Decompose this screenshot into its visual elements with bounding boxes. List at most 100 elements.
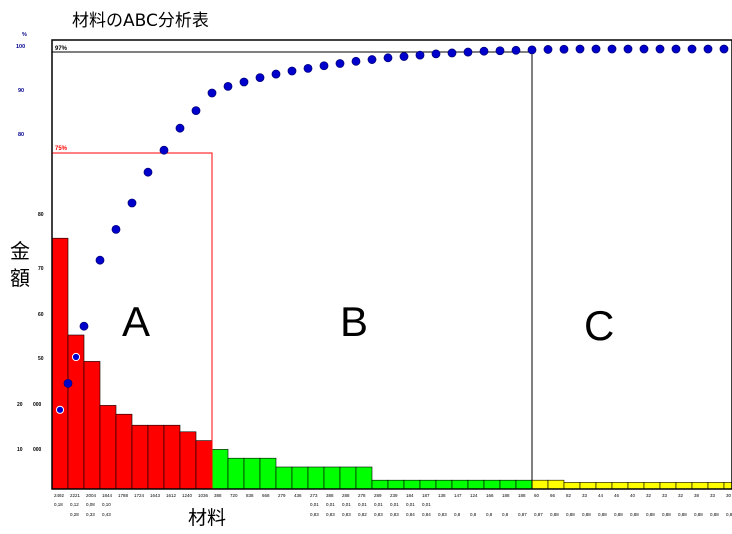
amt-tick-suffix-2: 000 — [33, 447, 42, 453]
bar-10 — [195, 440, 213, 490]
bar-7 — [147, 424, 165, 490]
ratio-label-b-21: 0,83 — [374, 512, 383, 517]
bar-37 — [627, 482, 645, 490]
amount-label-26: 147 — [454, 493, 462, 498]
ratio-label-b-41: 0,88 — [694, 512, 703, 517]
amt-axis-label-60: 60 — [38, 312, 44, 318]
ratio-label-b-17: 0,83 — [310, 512, 319, 517]
amount-label-7: 1643 — [150, 493, 161, 498]
ratio-label-b-35: 0,88 — [598, 512, 607, 517]
ratio-label-b-24: 0,84 — [422, 512, 431, 517]
ratio-label-b-43: 0,88 — [726, 512, 732, 517]
zone-b-box — [51, 51, 533, 490]
amount-label-11: 388 — [214, 493, 222, 498]
bar-9 — [179, 431, 197, 490]
ratio-label-a-1: 0,18 — [54, 502, 63, 507]
bar-15 — [275, 466, 293, 490]
bar-38 — [643, 482, 661, 490]
bar-29 — [499, 479, 517, 490]
bar-3 — [83, 361, 101, 490]
bar-31 — [531, 479, 549, 490]
cumulative-point-37 — [639, 44, 649, 54]
class-label-c: C — [584, 302, 614, 349]
cumulative-point-30 — [527, 45, 537, 55]
cumulative-point-20 — [367, 55, 377, 64]
cumulative-point-11 — [223, 82, 233, 91]
bar-33 — [563, 482, 581, 490]
amt-axis-label-80: 80 — [38, 212, 44, 218]
cumulative-point-4 — [111, 224, 121, 234]
bar-19 — [339, 466, 357, 490]
pct-tick-100: 100 — [16, 44, 25, 50]
amt-tick-suffix-1: 000 — [33, 402, 42, 408]
ratio-label-a-22: 0,01 — [390, 502, 399, 507]
cumulative-point-15 — [287, 66, 297, 76]
cumulative-point-31 — [543, 45, 553, 54]
amt-axis-label-50: 50 — [38, 356, 44, 362]
cumulative-point-32 — [559, 44, 569, 54]
plot-frame — [51, 39, 732, 490]
ratio-label-a-2: 0,12 — [70, 502, 79, 507]
ratio-label-b-19: 0,83 — [342, 512, 351, 517]
ratio-label-b-23: 0,84 — [406, 512, 415, 517]
cumulative-point-41 — [703, 44, 713, 54]
ratio-label-a-18: 0,01 — [326, 502, 335, 507]
amount-label-12: 720 — [230, 493, 238, 498]
amount-label-18: 388 — [326, 493, 334, 498]
cumulative-point-5 — [127, 198, 137, 208]
ratio-label-b-34: 0,88 — [582, 512, 591, 517]
ratio-label-a-24: 0,01 — [422, 502, 431, 507]
cumulative-point-16 — [303, 63, 313, 73]
cumulative-point-40 — [687, 44, 697, 54]
cumulative-point-19 — [351, 56, 361, 66]
bar-22 — [387, 479, 405, 490]
amount-label-13: 838 — [246, 493, 254, 498]
cumulative-point-33 — [575, 44, 585, 54]
cutoff-label-75: 75% — [55, 146, 68, 152]
amount-label-19: 288 — [342, 493, 350, 498]
x-axis-label: 材料 — [188, 507, 226, 529]
bar-series — [51, 237, 732, 490]
bar-23 — [403, 479, 421, 490]
cumulative-point-28 — [495, 46, 505, 56]
bar-32 — [547, 479, 565, 490]
pct-tick-80: 80 — [18, 132, 24, 138]
cumulative-point-6 — [143, 167, 153, 177]
highlight-point-1 — [55, 405, 65, 414]
cumulative-point-9 — [191, 106, 201, 115]
bar-41 — [691, 482, 709, 490]
ratio-label-a-4: 0,10 — [102, 502, 111, 507]
cumulative-point-29 — [511, 45, 521, 55]
ratio-label-b-38: 0,88 — [646, 512, 655, 517]
amount-label-23: 184 — [406, 493, 414, 498]
bar-1 — [51, 237, 69, 490]
bar-24 — [419, 479, 437, 490]
bar-20 — [355, 466, 373, 490]
cumulative-point-8 — [175, 123, 185, 133]
amount-label-32: 66 — [550, 493, 556, 498]
cumulative-point-14 — [271, 69, 281, 79]
ratio-label-row-1: 0,18 0,12 0,08 0,10 0,01 0,01 0,01 0,01 0,01 0,01… — [54, 502, 431, 507]
bar-40 — [675, 482, 693, 490]
ratio-label-b-30: 0,87 — [518, 512, 527, 517]
ratio-label-a-3: 0,08 — [86, 502, 95, 507]
bar-13 — [243, 457, 261, 490]
amount-label-5: 1788 — [118, 493, 129, 498]
amount-label-17: 273 — [310, 493, 318, 498]
ratio-label-a-17: 0,01 — [310, 502, 319, 507]
amount-label-40: 32 — [678, 493, 684, 498]
cumulative-point-34 — [591, 44, 601, 54]
cumulative-point-12 — [239, 77, 249, 87]
class-label-a: A — [122, 298, 150, 345]
ratio-label-b-39: 0,88 — [662, 512, 671, 517]
ratio-label-b-22: 0,83 — [390, 512, 399, 517]
bar-25 — [435, 479, 453, 490]
ratio-label-b-3: 0,33 — [86, 512, 95, 517]
cumulative-point-38 — [655, 44, 665, 54]
amount-label-33: 82 — [566, 493, 572, 498]
amount-label-39: 33 — [662, 493, 668, 498]
amount-label-35: 44 — [598, 493, 604, 498]
chart-title: 材料のABC分析表 — [72, 11, 209, 31]
ratio-label-a-21: 0,01 — [374, 502, 383, 507]
